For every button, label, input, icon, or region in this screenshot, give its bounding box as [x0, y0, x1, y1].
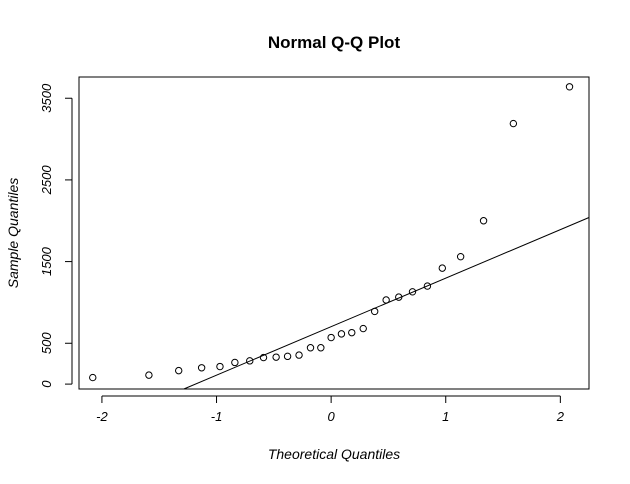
- plot-frame: [78, 76, 590, 390]
- data-point: [216, 362, 224, 371]
- y-tick-label: 0: [39, 380, 54, 388]
- y-tick-label: 1500: [39, 246, 54, 276]
- data-point: [438, 264, 447, 272]
- data-point: [370, 307, 379, 316]
- x-tick-label: -1: [211, 409, 223, 424]
- data-point: [283, 352, 292, 361]
- data-point: [509, 119, 518, 128]
- data-point: [408, 288, 417, 296]
- x-axis: -2 -1 0 1 2: [96, 395, 565, 424]
- data-point: [327, 333, 335, 342]
- y-tick-label: 500: [39, 332, 54, 354]
- x-tick-label: -2: [96, 409, 108, 424]
- data-point: [259, 353, 268, 362]
- y-axis: 0 500 1500 2500 3500: [39, 83, 73, 388]
- x-tick-label: 1: [442, 409, 449, 424]
- data-point: [423, 282, 432, 290]
- data-point: [306, 344, 315, 352]
- data-point: [395, 293, 403, 301]
- data-point: [272, 353, 280, 361]
- data-point: [175, 366, 183, 375]
- x-tick-label: 0: [328, 409, 336, 424]
- x-axis-label: Theoretical Quantiles: [268, 446, 400, 462]
- y-tick-label: 3500: [39, 83, 54, 113]
- data-point: [479, 217, 488, 225]
- data-point: [382, 296, 390, 304]
- data-point: [231, 358, 239, 367]
- data-point: [348, 328, 356, 337]
- data-point: [337, 330, 346, 338]
- y-axis-label: Sample Quantiles: [5, 178, 21, 289]
- data-point: [145, 371, 153, 379]
- data-point: [89, 373, 97, 382]
- points-group: [89, 83, 574, 382]
- data-point: [246, 357, 254, 365]
- data-point: [456, 252, 465, 261]
- chart-title: Normal Q-Q Plot: [268, 33, 401, 52]
- x-tick-label: 2: [556, 409, 565, 424]
- data-point: [565, 83, 574, 91]
- data-point: [197, 364, 206, 372]
- y-tick-label: 2500: [39, 165, 54, 196]
- data-point: [295, 351, 303, 359]
- data-point: [359, 324, 367, 333]
- data-point: [317, 344, 325, 352]
